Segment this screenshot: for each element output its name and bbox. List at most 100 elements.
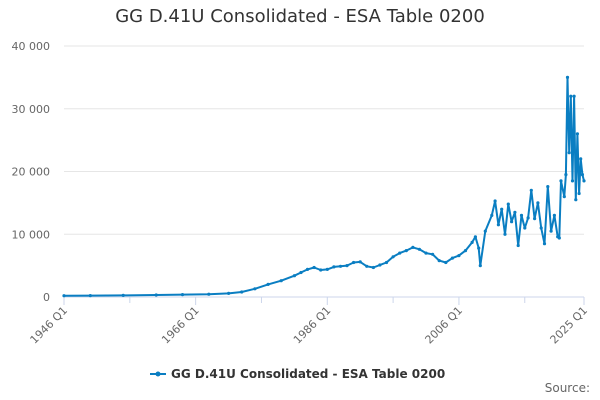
data-point[interactable] [457, 254, 461, 258]
data-point[interactable] [391, 255, 395, 259]
data-point[interactable] [470, 240, 474, 244]
data-point[interactable] [305, 267, 310, 271]
data-point[interactable] [574, 198, 578, 202]
data-point[interactable] [496, 223, 500, 227]
x-axis-labels: 1946 Q1 1966 Q1 1986 Q1 2006 Q1 2025 Q1 [28, 304, 591, 347]
data-point[interactable] [253, 287, 257, 291]
data-point[interactable] [437, 259, 441, 263]
data-point[interactable] [478, 264, 482, 268]
x-tick-label: 1986 Q1 [291, 304, 334, 347]
y-tick-label: 30 000 [12, 103, 51, 116]
data-point[interactable] [546, 185, 550, 189]
data-point[interactable] [463, 249, 468, 253]
data-point[interactable] [564, 173, 568, 177]
data-point[interactable] [312, 265, 316, 270]
data-point[interactable] [240, 290, 244, 294]
x-tick-label: 1946 Q1 [28, 304, 71, 347]
data-point[interactable] [575, 132, 580, 136]
data-point[interactable] [579, 157, 583, 161]
y-tick-label: 0 [43, 291, 50, 304]
data-point[interactable] [365, 264, 369, 268]
data-point[interactable] [572, 94, 576, 98]
data-point[interactable] [121, 293, 125, 297]
legend[interactable]: GG D.41U Consolidated - ESA Table 0200 [150, 367, 445, 381]
data-point[interactable] [88, 294, 92, 298]
data-point[interactable] [180, 293, 185, 297]
data-point[interactable] [523, 226, 527, 230]
credits[interactable]: Source: [544, 381, 590, 395]
data-point[interactable] [569, 94, 573, 98]
x-tick-label: 2025 Q1 [548, 304, 591, 347]
data-point[interactable] [539, 226, 543, 230]
data-point[interactable] [325, 267, 329, 271]
data-point[interactable] [62, 294, 66, 298]
data-point[interactable] [552, 213, 557, 217]
data-point[interactable] [154, 293, 158, 297]
data-point[interactable] [444, 260, 448, 265]
x-tick-label: 2006 Q1 [423, 304, 466, 347]
y-tick-label: 20 000 [12, 166, 51, 179]
gridlines [64, 45, 584, 235]
data-point[interactable] [565, 75, 570, 79]
data-point[interactable] [562, 195, 566, 199]
data-point[interactable] [358, 260, 362, 264]
data-point[interactable] [529, 188, 533, 192]
data-point[interactable] [477, 246, 481, 250]
data-point[interactable] [404, 249, 408, 253]
data-point[interactable] [493, 199, 497, 203]
data-point[interactable] [567, 151, 571, 155]
data-point[interactable] [513, 210, 517, 214]
data-point[interactable] [292, 274, 296, 278]
data-point[interactable] [352, 260, 356, 265]
data-point[interactable] [570, 179, 575, 183]
data-point[interactable] [542, 242, 547, 246]
data-point[interactable] [384, 260, 389, 265]
data-point[interactable] [345, 264, 349, 268]
data-point[interactable] [536, 201, 540, 205]
data-point[interactable] [490, 213, 494, 217]
data-point[interactable] [533, 217, 537, 221]
data-point[interactable] [266, 282, 270, 286]
data-point[interactable] [411, 245, 415, 249]
series-group [62, 75, 586, 298]
y-axis-labels: 0 10 000 20 000 30 000 40 000 [12, 40, 51, 304]
data-point[interactable] [549, 229, 553, 233]
data-point[interactable] [424, 251, 428, 255]
data-point[interactable] [227, 291, 231, 295]
data-point[interactable] [500, 207, 504, 211]
data-point[interactable] [557, 236, 561, 240]
y-tick-label: 10 000 [12, 228, 51, 241]
data-point[interactable] [483, 229, 487, 233]
data-point[interactable] [516, 243, 520, 248]
data-point[interactable] [417, 247, 421, 251]
data-point[interactable] [506, 202, 510, 206]
data-point[interactable] [526, 216, 530, 220]
data-point[interactable] [577, 191, 581, 196]
data-point[interactable] [503, 232, 507, 236]
data-point[interactable] [582, 179, 586, 183]
data-point[interactable] [279, 279, 283, 283]
data-point[interactable] [299, 270, 303, 275]
data-point[interactable] [450, 256, 454, 260]
x-tick-label: 1966 Q1 [159, 304, 202, 347]
data-point[interactable] [431, 252, 435, 256]
x-axis [63, 296, 585, 305]
data-point[interactable] [580, 173, 585, 177]
legend-label: GG D.41U Consolidated - ESA Table 0200 [171, 367, 445, 381]
chart-title: GG D.41U Consolidated - ESA Table 0200 [115, 6, 485, 27]
data-point[interactable] [378, 263, 382, 267]
data-point[interactable] [473, 235, 477, 239]
data-point[interactable] [371, 265, 375, 270]
data-point[interactable] [207, 292, 211, 296]
data-point[interactable] [510, 220, 514, 224]
y-tick-label: 40 000 [12, 40, 51, 53]
legend-marker-icon [155, 371, 161, 377]
series-line[interactable] [63, 76, 585, 297]
data-point[interactable] [332, 265, 336, 269]
data-point[interactable] [319, 268, 323, 272]
data-point[interactable] [559, 179, 563, 183]
data-point[interactable] [519, 213, 524, 217]
data-point[interactable] [338, 264, 343, 268]
data-point[interactable] [398, 251, 402, 255]
